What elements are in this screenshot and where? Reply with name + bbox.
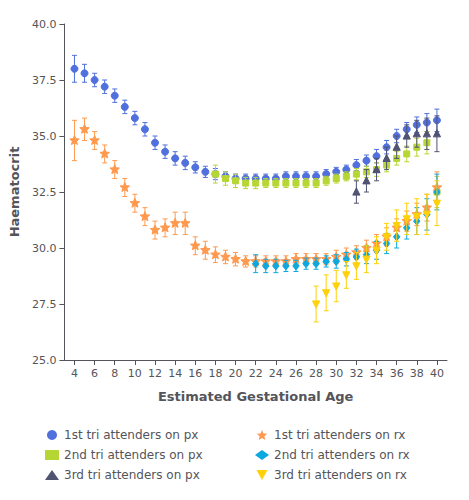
- svg-text:14: 14: [168, 367, 182, 380]
- svg-text:30.0: 30.0: [32, 242, 57, 255]
- svg-text:35.0: 35.0: [32, 130, 57, 143]
- svg-text:40.0: 40.0: [32, 18, 57, 31]
- svg-text:4: 4: [71, 367, 78, 380]
- svg-text:25.0: 25.0: [32, 354, 57, 367]
- svg-text:38: 38: [410, 367, 424, 380]
- svg-text:28: 28: [309, 367, 323, 380]
- svg-text:6: 6: [91, 367, 98, 380]
- svg-text:32.5: 32.5: [32, 186, 57, 199]
- svg-text:22: 22: [249, 367, 263, 380]
- svg-text:34: 34: [370, 367, 384, 380]
- svg-text:10: 10: [128, 367, 142, 380]
- svg-text:16: 16: [188, 367, 202, 380]
- svg-text:20: 20: [229, 367, 243, 380]
- svg-text:1st tri attenders on px: 1st tri attenders on px: [64, 428, 198, 442]
- svg-text:30: 30: [329, 367, 343, 380]
- svg-text:24: 24: [269, 367, 283, 380]
- svg-text:37.5: 37.5: [32, 74, 57, 87]
- svg-text:1st tri attenders on rx: 1st tri attenders on rx: [274, 428, 405, 442]
- svg-text:3rd tri attenders on rx: 3rd tri attenders on rx: [274, 468, 407, 482]
- svg-text:32: 32: [349, 367, 363, 380]
- svg-text:26: 26: [289, 367, 303, 380]
- svg-text:8: 8: [111, 367, 118, 380]
- svg-text:Haematocrit: Haematocrit: [7, 147, 22, 238]
- svg-text:Estimated Gestational Age: Estimated Gestational Age: [158, 389, 354, 404]
- svg-text:2nd tri attenders on px: 2nd tri attenders on px: [64, 448, 203, 462]
- svg-text:2nd tri attenders on rx: 2nd tri attenders on rx: [274, 448, 410, 462]
- svg-text:36: 36: [390, 367, 404, 380]
- svg-text:3rd tri attenders on px: 3rd tri attenders on px: [64, 468, 200, 482]
- svg-text:40: 40: [430, 367, 444, 380]
- svg-text:12: 12: [148, 367, 162, 380]
- svg-text:27.5: 27.5: [32, 298, 57, 311]
- svg-text:18: 18: [208, 367, 222, 380]
